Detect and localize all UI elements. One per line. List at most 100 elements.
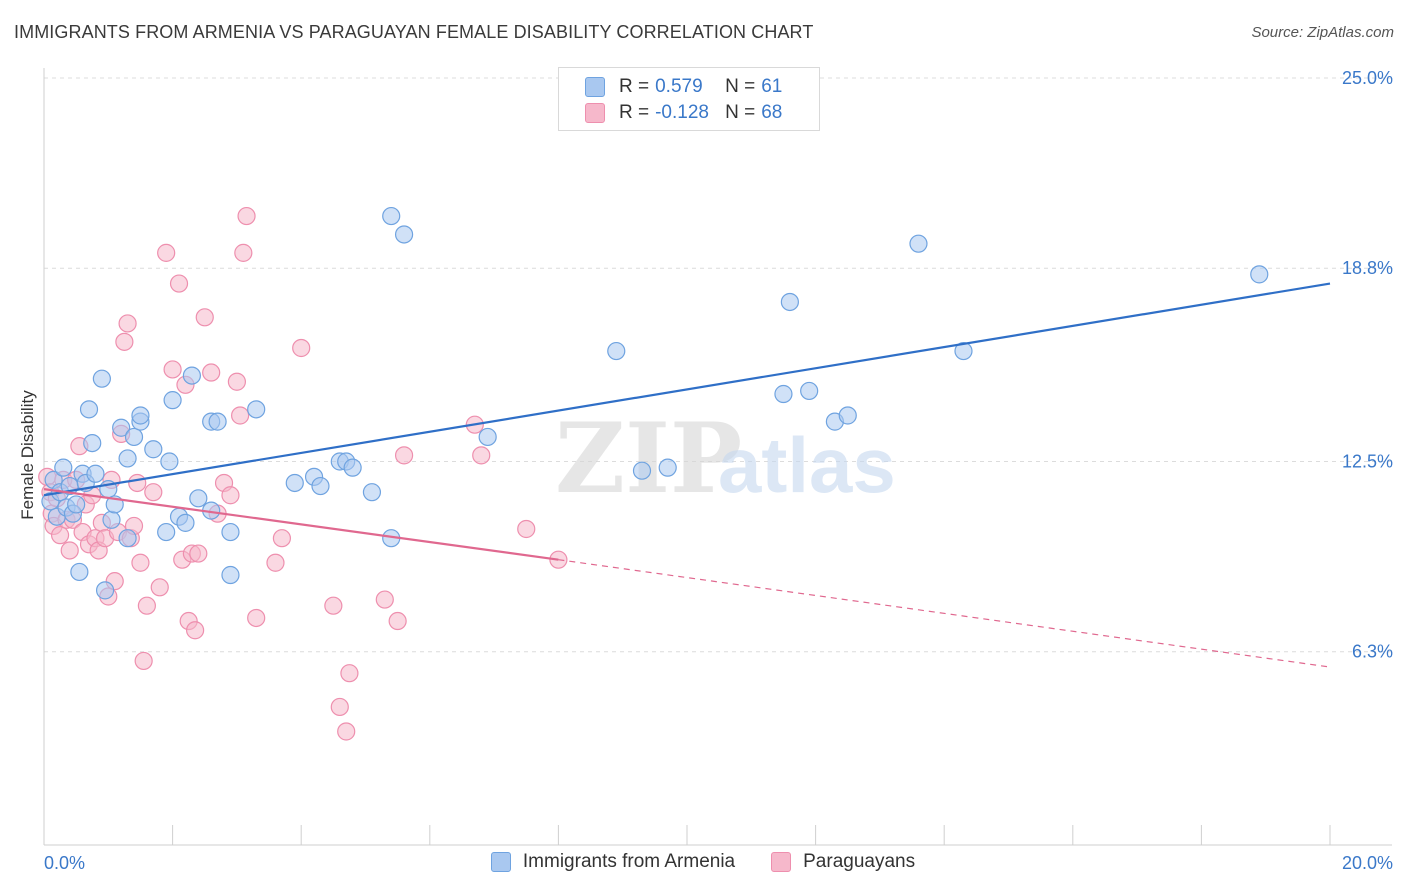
- armenia-point: [247, 400, 266, 419]
- paraguayan-point: [337, 722, 356, 741]
- paraguayan-point: [517, 519, 536, 539]
- paraguayan-point: [234, 243, 253, 262]
- armenia-point: [163, 391, 182, 410]
- armenia-point: [92, 369, 111, 388]
- armenia-point: [658, 458, 677, 477]
- paraguayan-point: [118, 314, 137, 333]
- paraguayan-point: [60, 541, 79, 560]
- paraguayan-point: [186, 621, 205, 640]
- series-swatch-paraguayans: [771, 852, 792, 872]
- paraguayan-point: [128, 473, 147, 493]
- armenia-point: [208, 412, 227, 431]
- armenia-point: [176, 513, 195, 532]
- watermark-zip: ZIP: [555, 402, 742, 515]
- paraguayan-point: [237, 206, 256, 226]
- paraguayan-point: [150, 578, 169, 597]
- armenia-point: [182, 366, 201, 385]
- y-tick-label: 6.3%: [1352, 642, 1393, 662]
- source-label: Source: ZipAtlas.com: [1251, 24, 1394, 41]
- armenia-point: [800, 381, 819, 401]
- correlation-legend: R = 0.579 N = 61 R = -0.128 N = 68: [558, 67, 820, 131]
- legend-n-value-armenia: 61: [761, 76, 783, 97]
- armenia-point: [131, 406, 150, 425]
- armenia-point: [780, 292, 799, 312]
- series-legend-paraguayans[interactable]: Paraguayans: [771, 851, 915, 873]
- legend-r-value-armenia: 0.579: [655, 76, 703, 97]
- series-label-paraguayans: Paraguayans: [803, 851, 916, 872]
- x-tick-label-max: 20.0%: [1342, 853, 1393, 873]
- y-axis-label: Female Disability: [18, 390, 37, 520]
- paraguayan-point: [292, 338, 311, 358]
- x-tick-label-min: 0.0%: [44, 853, 85, 873]
- armenia-point: [118, 529, 137, 548]
- paraguayan-point: [134, 651, 153, 671]
- paraguayan-point: [157, 243, 176, 262]
- paraguayan-point: [50, 526, 70, 545]
- armenia-point: [112, 418, 131, 437]
- series-label-armenia: Immigrants from Armenia: [522, 851, 736, 872]
- y-tick-label: 18.8%: [1342, 258, 1393, 278]
- legend-row-paraguayans: R = -0.128 N = 68: [585, 100, 782, 126]
- armenia-point: [382, 206, 401, 226]
- armenia-point: [118, 449, 137, 468]
- watermark-atlas: atlas: [718, 421, 896, 509]
- paraguayan-point: [394, 446, 414, 465]
- armenia-point: [79, 400, 99, 419]
- armenia-point: [1250, 265, 1269, 284]
- armenia-point: [54, 458, 73, 477]
- paraguayan-point: [144, 483, 163, 502]
- armenia-point: [157, 522, 176, 542]
- paraguayan-point: [137, 596, 156, 615]
- armenia-point: [83, 433, 102, 453]
- paraguayan-point: [221, 486, 240, 505]
- armenia-point: [221, 522, 240, 542]
- series-swatch-armenia: [490, 852, 511, 872]
- paraguayan-point: [340, 664, 359, 683]
- paraguayan-point: [266, 553, 285, 572]
- armenia-point: [285, 473, 304, 493]
- armenia-point: [70, 562, 89, 582]
- paraguayan-point: [472, 446, 491, 465]
- armenia-point: [909, 234, 928, 253]
- armenia-trend-line: [43, 282, 1331, 497]
- legend-r-value-paraguayans: -0.128: [655, 102, 709, 123]
- armenia-point: [189, 489, 208, 508]
- paraguayan-point: [163, 360, 182, 379]
- armenia-point: [478, 427, 497, 447]
- paraguayan-point: [375, 590, 394, 609]
- armenia-point: [362, 483, 382, 502]
- armenia-point: [102, 510, 121, 529]
- y-tick-label: 12.5%: [1342, 452, 1393, 472]
- legend-n-label: N =: [725, 76, 756, 97]
- legend-swatch-paraguayans: [585, 103, 605, 123]
- paraguayan-point: [195, 308, 214, 327]
- paraguayan-point: [324, 596, 343, 615]
- armenia-point: [774, 384, 793, 404]
- legend-row-armenia: R = 0.579 N = 61: [585, 74, 782, 100]
- paraguayan-point: [227, 372, 246, 391]
- paraguayan-point: [330, 697, 349, 717]
- paraguayan-point: [189, 544, 208, 563]
- paraguayan-point: [131, 553, 150, 572]
- paraguayan-trend-line: [43, 488, 559, 561]
- armenia-point: [86, 464, 105, 483]
- chart-title: IMMIGRANTS FROM ARMENIA VS PARAGUAYAN FE…: [14, 22, 814, 42]
- paraguayan-point: [388, 611, 407, 631]
- paraguayan-point: [169, 274, 189, 293]
- armenia-point: [160, 452, 179, 471]
- legend-r-label: R =: [619, 76, 650, 97]
- armenia-point: [838, 406, 857, 425]
- paraguayan-point: [247, 608, 266, 628]
- armenia-point: [311, 476, 330, 496]
- armenia-point: [67, 495, 86, 514]
- armenia-point: [95, 581, 115, 600]
- armenia-point: [144, 440, 163, 459]
- series-legend-armenia[interactable]: Immigrants from Armenia: [490, 851, 736, 873]
- armenia-point: [607, 341, 626, 361]
- armenia-point: [632, 461, 652, 480]
- armenia-point: [343, 458, 362, 477]
- legend-n-label: N =: [725, 102, 756, 123]
- legend-n-value-paraguayans: 68: [761, 102, 783, 123]
- legend-r-label: R =: [619, 102, 650, 123]
